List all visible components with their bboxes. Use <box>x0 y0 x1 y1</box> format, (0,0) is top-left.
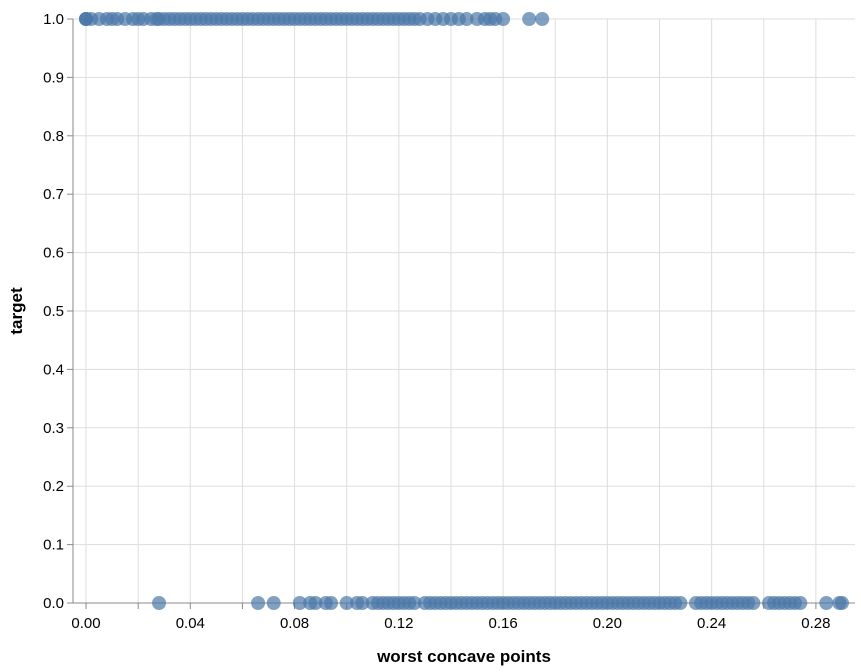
y-tick-label: 0.7 <box>43 186 64 203</box>
y-tick-label: 0.6 <box>43 245 64 262</box>
x-tick-label: 0.04 <box>176 615 205 632</box>
y-axis-title: target <box>7 287 26 335</box>
x-tick-label: 0.24 <box>697 615 726 632</box>
data-point <box>292 596 307 610</box>
y-tick-label: 0.9 <box>43 69 64 86</box>
data-point <box>407 596 422 610</box>
data-point <box>496 12 511 26</box>
grid-lines <box>73 18 855 604</box>
data-point <box>324 596 339 610</box>
y-tick-label: 0.5 <box>43 303 64 320</box>
x-tick-label: 0.28 <box>801 615 830 632</box>
data-point <box>834 596 849 610</box>
y-tick-label: 0.8 <box>43 128 64 145</box>
y-tick-label: 0.1 <box>43 537 64 554</box>
axes <box>67 18 855 609</box>
y-tick-label: 0.3 <box>43 420 64 437</box>
data-points <box>79 12 849 610</box>
data-point <box>459 12 474 26</box>
x-axis-title: worst concave points <box>376 647 551 666</box>
y-tick-label: 1.0 <box>43 11 64 28</box>
data-point <box>308 596 323 610</box>
data-point <box>522 12 537 26</box>
data-point <box>355 596 370 610</box>
y-tick-label: 0.2 <box>43 478 64 495</box>
x-tick-label: 0.20 <box>593 615 622 632</box>
data-point <box>152 596 167 610</box>
data-point <box>793 596 808 610</box>
data-point <box>746 596 761 610</box>
data-point <box>266 596 281 610</box>
x-tick-label: 0.12 <box>384 615 413 632</box>
data-point <box>251 596 266 610</box>
x-tick-label: 0.08 <box>280 615 309 632</box>
data-point <box>339 596 354 610</box>
data-point <box>819 596 834 610</box>
data-point <box>535 12 550 26</box>
x-tick-label: 0.00 <box>71 615 100 632</box>
y-tick-label: 0.0 <box>43 595 64 612</box>
tick-labels: 0.00 0.04 0.08 0.12 0.16 0.20 0.24 0.28 0.0 0.1 0.… <box>43 11 830 632</box>
data-point <box>673 596 688 610</box>
x-tick-label: 0.16 <box>488 615 517 632</box>
y-tick-label: 0.4 <box>43 361 64 378</box>
